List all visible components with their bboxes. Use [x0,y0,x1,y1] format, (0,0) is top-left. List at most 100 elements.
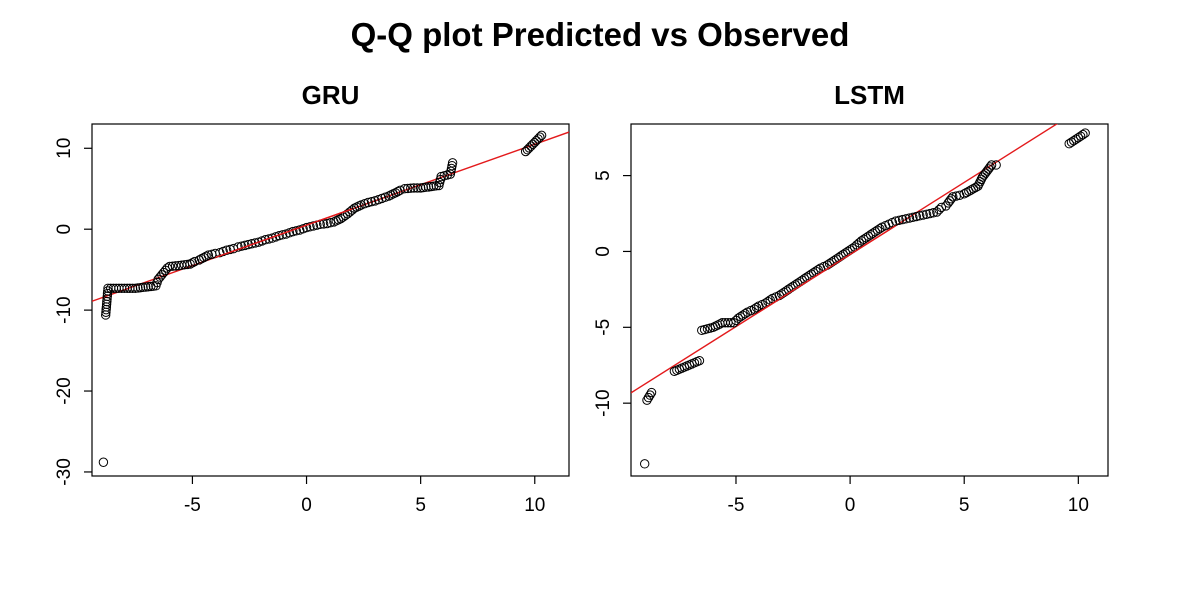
qq-point [865,230,876,240]
qq-point [447,158,458,168]
qq-point [333,215,344,225]
qq-point [642,395,652,405]
qq-point [520,146,531,157]
y-tick-label: -20 [54,377,75,404]
reference-line-overlay [215,208,353,259]
qq-point [301,222,312,233]
qq-point [856,236,867,246]
qq-point [875,223,885,234]
qq-point [954,190,965,201]
qq-point [363,197,373,208]
qq-point [536,130,547,141]
qq-point [1080,128,1090,138]
qq-point [406,183,416,193]
qq-point [322,218,332,229]
qq-point [185,259,195,269]
qq-point [1075,131,1086,141]
x-tick-label: 5 [959,495,970,516]
y-tick-label: -10 [54,296,75,323]
qq-point [409,183,419,193]
qq-point [868,228,878,238]
qq-point [1071,134,1081,144]
x-tick-label: 0 [301,495,312,516]
qq-point [203,250,214,260]
qq-point [740,308,750,319]
panel-title: LSTM [834,80,905,110]
qq-point [870,227,880,237]
qq-point [98,457,109,467]
qq-point [911,211,921,222]
qq-point [968,184,979,194]
qq-point [1066,137,1077,147]
qq-point [260,235,271,245]
qq-point [305,222,315,232]
qq-point [399,184,410,194]
y-tick-label: 0 [54,224,75,235]
qq-point [985,162,995,172]
qq-point [1078,129,1088,140]
y-tick-label: -5 [593,319,614,336]
qq-point [528,139,538,150]
y-tick-label: -30 [54,458,75,485]
y-tick-label: 5 [593,170,614,181]
qq-point [921,209,932,219]
qq-point [529,137,540,148]
qq-point [308,221,319,231]
qq-point [187,258,198,268]
qq-point [918,210,928,220]
qq-point [201,251,211,262]
qq-point [872,225,883,235]
qq-point [645,390,655,400]
qq-point [366,196,377,207]
qq-point [535,132,545,142]
qq-point [393,186,403,197]
qq-point [859,234,869,245]
qq-point [233,242,243,252]
qq-point [751,302,762,313]
qq-point [524,143,534,153]
qq-point [928,208,939,218]
y-tick-label: 0 [593,246,614,257]
qq-point [894,215,904,226]
qq-point [948,192,958,202]
x-tick-label: -5 [728,495,745,516]
qq-point [522,145,533,155]
figure-title: Q-Q plot Predicted vs Observed [351,16,850,53]
x-tick-label: 0 [845,495,856,516]
qq-point [190,256,200,267]
y-tick-label: -10 [593,389,614,416]
panel-title: GRU [302,80,360,110]
qq-point [733,313,743,323]
qq-point [643,392,654,403]
panel-gru: GRU -5 0 5 10 -30 -20 -10 0 10 [54,80,570,516]
qq-point [390,188,401,198]
qq-point [533,134,543,144]
qq-point [102,288,113,299]
qq-point [1069,135,1079,146]
x-tick-label: 10 [1068,495,1089,516]
qq-point [749,304,759,314]
qq-point [726,318,736,328]
plot-frame [91,123,570,477]
qq-point [946,194,956,204]
qq-point [891,216,901,226]
x-tick-label: 5 [415,495,426,516]
qq-point [639,459,650,469]
qq-point [103,286,113,296]
qq-point [986,160,997,170]
qq-point [861,233,871,243]
qq-point [526,141,536,151]
qq-point [167,261,178,271]
qq-point [352,202,362,212]
qq-point [936,202,947,213]
qq-point [250,238,260,248]
qq-point [925,208,935,219]
qq-point [264,234,274,244]
reference-line-overlay [758,225,897,313]
x-tick-label: 10 [524,495,545,516]
y-tick-label: 10 [54,138,75,159]
qq-point [403,183,413,194]
qq-point [531,136,541,146]
qq-point [646,387,657,398]
qq-point [915,211,925,221]
